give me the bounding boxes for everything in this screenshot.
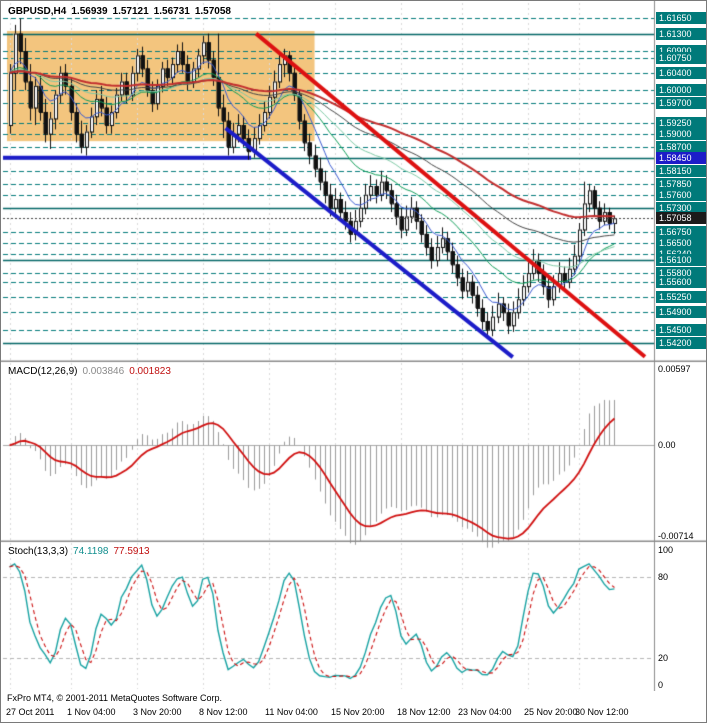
macd-scale-label: -0.00714 bbox=[658, 531, 694, 541]
price-scale-label: 1.60000 bbox=[656, 84, 706, 96]
price-scale-label: 1.56500 bbox=[656, 237, 706, 249]
price-scale-label: 1.58150 bbox=[656, 165, 706, 177]
price-scale-label: 1.58450 bbox=[656, 152, 706, 164]
copyright-text: FxPro MT4, © 2001-2011 MetaQuotes Softwa… bbox=[7, 693, 223, 703]
macd-scale-label: 0.00 bbox=[658, 440, 676, 450]
price-scale-label: 1.58700 bbox=[656, 141, 706, 153]
price-scale-label: 1.56750 bbox=[656, 226, 706, 238]
macd-main-value: 0.003846 bbox=[82, 366, 125, 377]
time-axis-label: 25 Nov 20:00 bbox=[524, 707, 578, 717]
price-scale-label: 1.59000 bbox=[656, 128, 706, 140]
macd-indicator-label: MACD(12,26,9) bbox=[8, 366, 78, 377]
stoch-indicator-label: Stoch(13,3,3) bbox=[8, 546, 69, 557]
price-scale-label: 1.54900 bbox=[656, 306, 706, 318]
price-scale-label: 1.61300 bbox=[656, 28, 706, 40]
time-axis-label: 15 Nov 20:00 bbox=[331, 707, 385, 717]
price-scale-label: 1.57300 bbox=[656, 202, 706, 214]
ohlc-close-value: 1.57058 bbox=[194, 6, 231, 17]
time-axis-label: 1 Nov 04:00 bbox=[67, 707, 116, 717]
stoch-scale-label: 20 bbox=[658, 653, 669, 663]
stoch-scale-label: 100 bbox=[658, 545, 674, 555]
price-scale-label: 1.60400 bbox=[656, 67, 706, 79]
chart-canvas[interactable] bbox=[1, 1, 706, 691]
price-scale-label: 1.56100 bbox=[656, 254, 706, 266]
price-scale-label: 1.55600 bbox=[656, 276, 706, 288]
price-scale-label: 1.54200 bbox=[656, 337, 706, 349]
ohlc-low-value: 1.56731 bbox=[153, 6, 190, 17]
stoch-signal-value: 77.5913 bbox=[113, 546, 150, 557]
price-scale-label: 1.57600 bbox=[656, 189, 706, 201]
time-axis-label: 27 Oct 2011 bbox=[6, 707, 55, 717]
bid-price-label: 1.57058 bbox=[656, 212, 706, 224]
time-axis-label: 11 Nov 04:00 bbox=[265, 707, 318, 717]
ohlc-open-value: 1.56939 bbox=[71, 6, 108, 17]
price-scale-label: 1.60750 bbox=[656, 52, 706, 64]
time-axis-label: 23 Nov 04:00 bbox=[458, 707, 512, 717]
price-scale-label: 1.59250 bbox=[656, 117, 706, 129]
price-chart-header: GBPUSD,H4 1.56939 1.57121 1.56731 1.57058 bbox=[8, 6, 236, 17]
symbol-timeframe-label: GBPUSD,H4 bbox=[8, 6, 67, 17]
macd-scale-label: 0.00597 bbox=[658, 364, 691, 374]
price-scale-label: 1.55250 bbox=[656, 291, 706, 303]
time-axis[interactable]: FxPro MT4, © 2001-2011 MetaQuotes Softwa… bbox=[1, 691, 706, 722]
stoch-panel-header: Stoch(13,3,3) 74.1198 77.5913 bbox=[8, 546, 155, 557]
stoch-scale-label: 80 bbox=[658, 572, 669, 582]
time-axis-label: 30 Nov 12:00 bbox=[575, 707, 629, 717]
time-axis-label: 8 Nov 12:00 bbox=[199, 707, 248, 717]
stoch-main-value: 74.1198 bbox=[73, 546, 109, 557]
price-scale-label: 1.57850 bbox=[656, 178, 706, 190]
price-scale-label: 1.54500 bbox=[656, 324, 706, 336]
time-axis-label: 18 Nov 12:00 bbox=[397, 707, 451, 717]
price-scale-label: 1.61650 bbox=[656, 12, 706, 24]
price-scale-label: 1.59700 bbox=[656, 97, 706, 109]
time-axis-label: 3 Nov 20:00 bbox=[133, 707, 182, 717]
ohlc-high-value: 1.57121 bbox=[112, 6, 149, 17]
macd-panel-header: MACD(12,26,9) 0.003846 0.001823 bbox=[8, 366, 176, 377]
stoch-scale-label: 0 bbox=[658, 680, 664, 690]
macd-signal-value: 0.001823 bbox=[129, 366, 171, 377]
